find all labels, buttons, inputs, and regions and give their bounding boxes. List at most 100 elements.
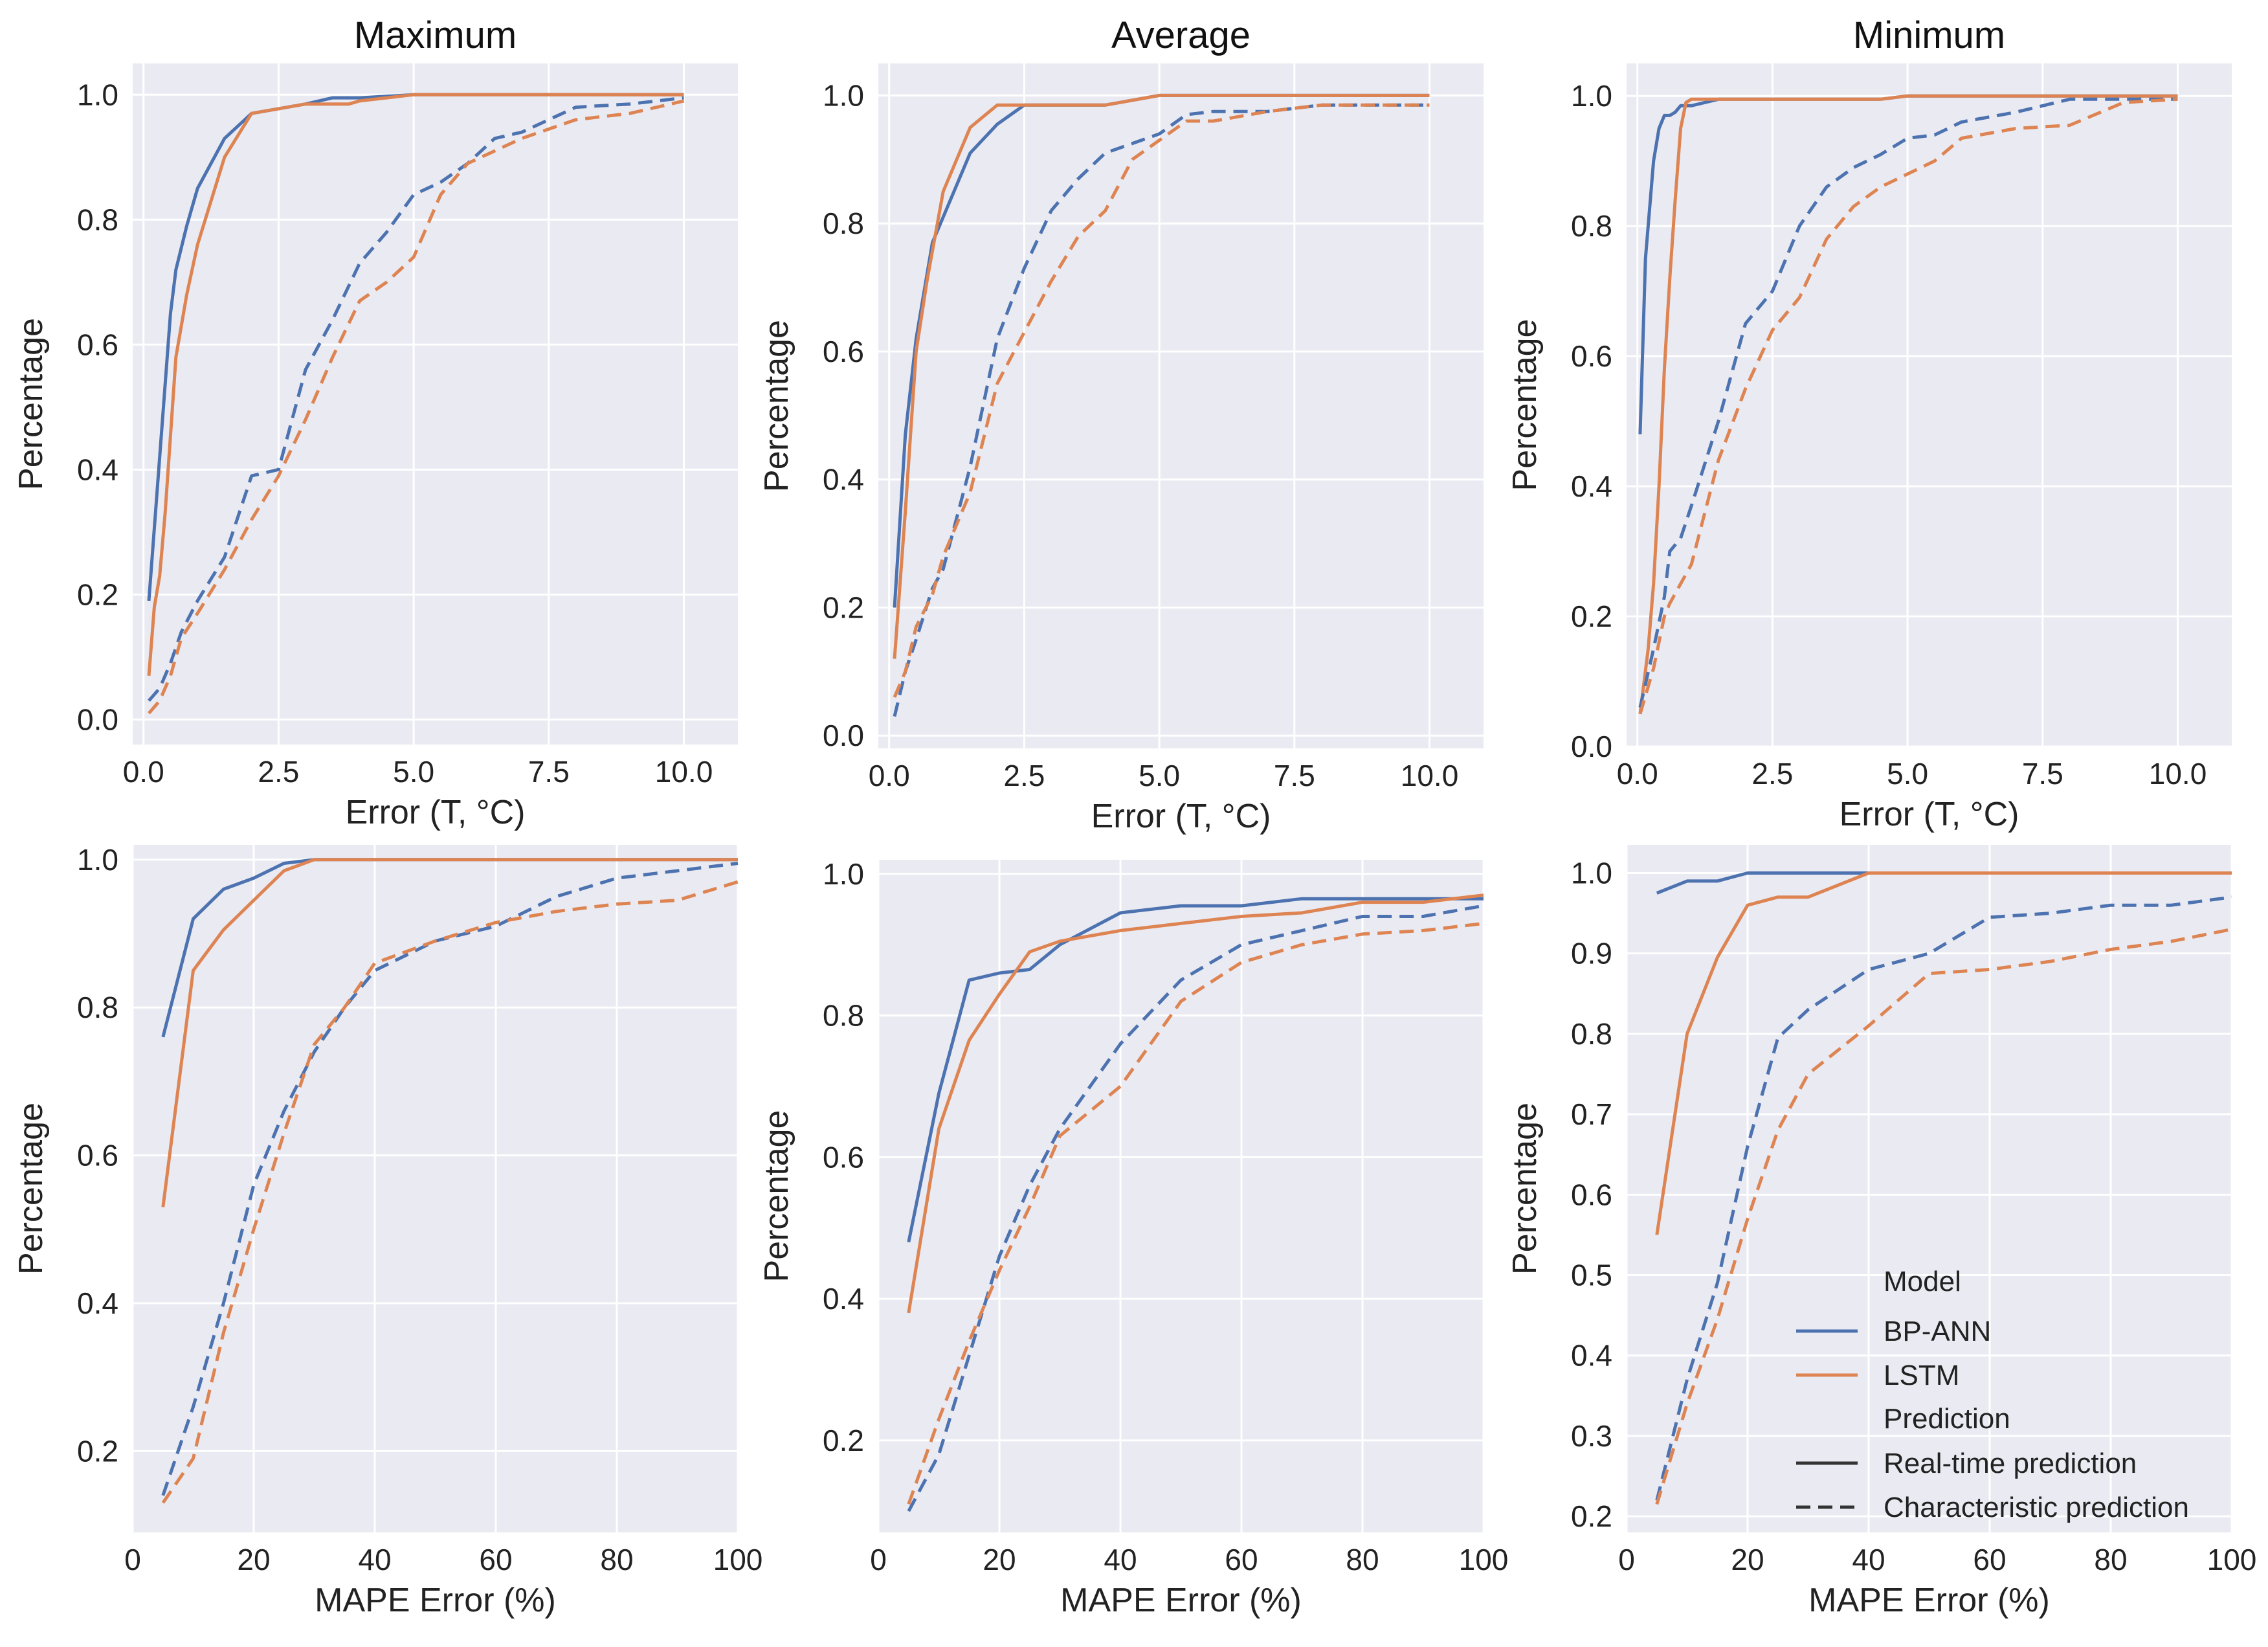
legend-label-real-time: Real-time prediction	[1884, 1448, 2137, 1479]
series-line-bp-ann-characteristic-prediction	[907, 904, 1484, 1512]
x-tick-label: 7.5	[2022, 757, 2063, 790]
x-tick-label: 20	[983, 1543, 1016, 1576]
y-tick-label: 0.4	[77, 1286, 118, 1320]
y-tick-label: 0.6	[823, 335, 864, 368]
plot-area	[1627, 63, 2232, 746]
x-tick-label: 5.0	[393, 755, 434, 789]
y-tick-label: 1.0	[77, 78, 118, 111]
series-line-lstm-real-time-prediction	[147, 93, 684, 676]
y-tick-label: 0.0	[77, 702, 118, 736]
x-tick-label: 100	[713, 1543, 763, 1576]
y-tick-label: 0.8	[77, 991, 118, 1024]
panel-3: 0.0 2.5 5.0 7.5 10.0 0.0 0.2 0.4 0.6 0.8 1.0 Minimu…	[1506, 14, 2232, 833]
series-line-bp-ann-real-time-prediction	[907, 897, 1484, 1243]
legend-label-lstm: LSTM	[1884, 1360, 1959, 1391]
x-axis-label: MAPE Error (%)	[1808, 1582, 2050, 1619]
y-tick-label: 0.9	[1571, 937, 1612, 970]
x-tick-label: 10.0	[655, 755, 713, 789]
x-axis-label: Error (T, °C)	[346, 794, 526, 831]
legend: Model BP-ANN LSTM Prediction Real-time p…	[1796, 1266, 2189, 1523]
y-axis-label: Percentage	[12, 1103, 50, 1275]
y-tick-label: 0.3	[1571, 1419, 1612, 1453]
series-line-lstm-real-time-prediction	[1638, 94, 2178, 715]
y-tick-label: 0.4	[77, 453, 118, 486]
legend-label-bp-ann: BP-ANN	[1884, 1316, 1991, 1347]
y-tick-label: 0.4	[1571, 1339, 1612, 1372]
x-tick-label: 0.0	[1617, 757, 1658, 790]
x-tick-label: 0	[1618, 1543, 1635, 1576]
x-tick-label: 10.0	[1401, 759, 1459, 792]
x-tick-label: 2.5	[1751, 757, 1793, 790]
y-axis-label: Percentage	[758, 1110, 795, 1283]
y-tick-label: 0.2	[823, 590, 864, 624]
y-tick-label: 1.0	[823, 857, 864, 891]
x-tick-label: 40	[1852, 1543, 1885, 1576]
series-line-lstm-characteristic-prediction	[1638, 97, 2178, 715]
plot-area	[878, 63, 1484, 748]
panel-5: 0 20 40 60 80 100 0.2 0.4 0.6 0.8 1.0 MAPE Error (%…	[758, 857, 1508, 1619]
panel-4: 0 20 40 60 80 100 0.2 0.4 0.6 0.8 1.0 MAPE Error (%…	[12, 843, 762, 1619]
y-tick-label: 0.4	[823, 463, 864, 497]
y-axis-label: Percentage	[1506, 1103, 1544, 1275]
x-axis-label: MAPE Error (%)	[315, 1582, 556, 1619]
series-line-bp-ann-characteristic-prediction	[1638, 97, 2178, 708]
y-tick-label: 0.2	[1571, 599, 1612, 633]
x-tick-label: 60	[1973, 1543, 2006, 1576]
x-tick-label: 2.5	[258, 755, 299, 789]
panel-title: Maximum	[354, 14, 517, 56]
series-line-bp-ann-characteristic-prediction	[148, 96, 684, 702]
x-tick-label: 2.5	[1003, 759, 1045, 792]
series-line-lstm-real-time-prediction	[893, 93, 1430, 659]
series-line-lstm-real-time-prediction	[907, 893, 1484, 1314]
y-tick-label: 0.6	[77, 1139, 118, 1172]
x-tick-label: 0	[870, 1543, 887, 1576]
x-tick-label: 0	[124, 1543, 141, 1576]
y-tick-label: 0.0	[823, 719, 864, 752]
legend-label-characteristic: Characteristic prediction	[1884, 1492, 2189, 1523]
y-tick-label: 0.7	[1571, 1097, 1612, 1131]
panel-title: Average	[1111, 14, 1251, 56]
y-tick-label: 0.2	[77, 577, 118, 611]
series-line-lstm-characteristic-prediction	[893, 103, 1430, 698]
series-line-lstm-characteristic-prediction	[161, 880, 739, 1504]
x-tick-label: 40	[358, 1543, 391, 1576]
panels: 0.0 2.5 5.0 7.5 10.0 0.0 0.2 0.4 0.6 0.8 1.0 Maximu…	[12, 14, 2256, 1619]
panel-6: 0 20 40 60 80 100 0.2 0.3 0.4 0.5 0.6 0.7 0.8 0.9 1.0 M…	[1506, 845, 2256, 1619]
y-tick-label: 0.8	[1571, 209, 1612, 243]
series-line-bp-ann-real-time-prediction	[1656, 871, 2232, 895]
y-tick-label: 0.5	[1571, 1259, 1612, 1292]
panel-2: 0.0 2.5 5.0 7.5 10.0 0.0 0.2 0.4 0.6 0.8 1.0 Averag…	[758, 14, 1484, 835]
y-tick-label: 0.8	[823, 999, 864, 1033]
plot-area	[133, 845, 738, 1532]
x-tick-label: 80	[1346, 1543, 1379, 1576]
legend-title-prediction: Prediction	[1884, 1403, 2010, 1435]
x-axis-label: Error (T, °C)	[1840, 796, 2019, 833]
plot-area	[133, 63, 738, 745]
x-tick-label: 10.0	[2149, 757, 2207, 790]
y-tick-label: 1.0	[823, 78, 864, 112]
y-tick-label: 0.2	[77, 1434, 118, 1468]
x-axis-label: Error (T, °C)	[1091, 798, 1271, 835]
legend-title-model: Model	[1884, 1266, 1961, 1297]
y-axis-label: Percentage	[758, 320, 795, 492]
y-tick-label: 0.8	[1571, 1017, 1612, 1051]
y-tick-label: 0.8	[823, 207, 864, 240]
y-tick-label: 1.0	[1571, 79, 1612, 113]
x-tick-label: 5.0	[1887, 757, 1928, 790]
y-tick-label: 0.6	[1571, 1178, 1612, 1211]
panel-1: 0.0 2.5 5.0 7.5 10.0 0.0 0.2 0.4 0.6 0.8 1.0 Maximu…	[12, 14, 738, 831]
y-tick-label: 0.4	[1571, 469, 1612, 503]
x-tick-label: 100	[1459, 1543, 1509, 1576]
x-tick-label: 7.5	[1274, 759, 1315, 792]
series-line-bp-ann-characteristic-prediction	[161, 862, 739, 1496]
series-line-lstm-characteristic-prediction	[1655, 927, 2232, 1505]
series-line-bp-ann-characteristic-prediction	[1655, 895, 2232, 1501]
y-tick-label: 0.6	[77, 328, 118, 361]
y-axis-label: Percentage	[12, 318, 50, 490]
series-line-lstm-characteristic-prediction	[907, 921, 1484, 1505]
x-tick-label: 0.0	[869, 759, 910, 792]
x-tick-label: 40	[1104, 1543, 1137, 1576]
x-tick-label: 100	[2207, 1543, 2257, 1576]
y-tick-label: 0.2	[823, 1424, 864, 1457]
